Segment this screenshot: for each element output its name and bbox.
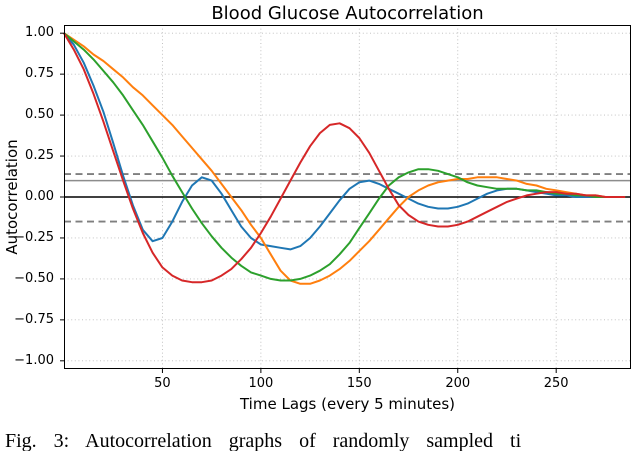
series-blue bbox=[63, 32, 626, 251]
y-tick-label: −0.75 bbox=[14, 311, 54, 327]
axes-border bbox=[64, 25, 631, 369]
x-axis-label: Time Lags (every 5 minutes) bbox=[239, 395, 455, 413]
y-tick-label: 0.00 bbox=[25, 189, 54, 204]
figure-caption: Fig. 3: Autocorrelation graphs of random… bbox=[5, 430, 522, 451]
series-green bbox=[63, 32, 626, 282]
x-tick-label: 50 bbox=[154, 376, 171, 391]
chart-title: Blood Glucose Autocorrelation bbox=[211, 3, 484, 24]
y-tick-label: −0.50 bbox=[14, 270, 54, 286]
x-tick-label: 100 bbox=[248, 376, 274, 391]
x-tick-label: 150 bbox=[346, 376, 372, 391]
y-tick-label: −0.25 bbox=[14, 229, 54, 245]
y-tick-label: 0.75 bbox=[25, 66, 54, 82]
x-tick-label: 200 bbox=[445, 376, 471, 391]
x-tick-label: 250 bbox=[543, 376, 569, 391]
series-red bbox=[63, 32, 626, 284]
y-tick-label: −1.00 bbox=[14, 352, 54, 368]
y-tick-label: 0.25 bbox=[25, 148, 54, 164]
series-orange bbox=[63, 32, 626, 285]
plot-area bbox=[60, 25, 631, 373]
y-tick-label: 0.50 bbox=[25, 107, 54, 123]
y-tick-label: 1.00 bbox=[25, 25, 54, 41]
